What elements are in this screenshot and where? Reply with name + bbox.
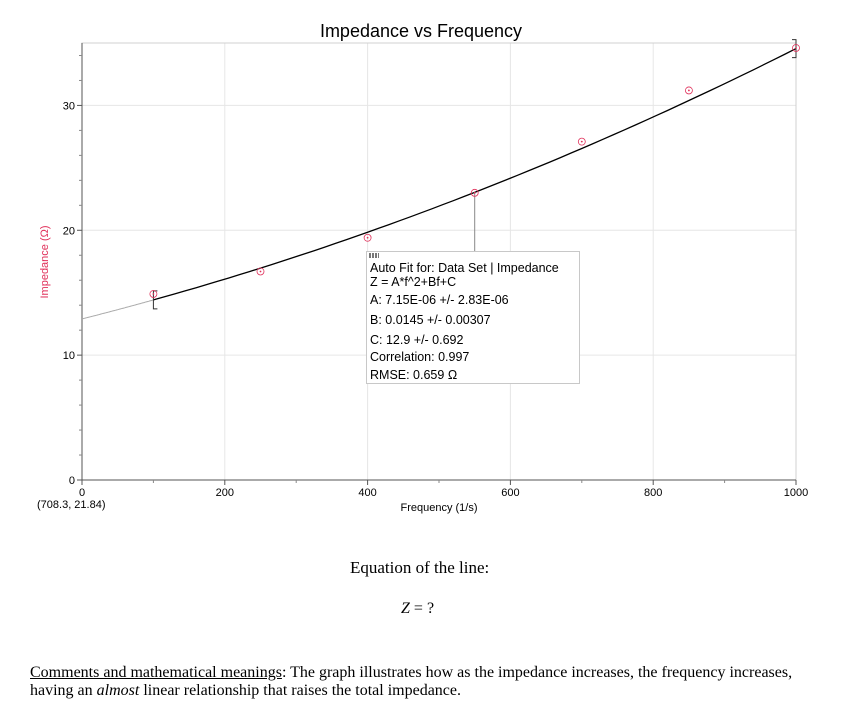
data-point[interactable] (149, 290, 158, 298)
data-point-center (473, 191, 476, 194)
data-point[interactable] (256, 267, 265, 276)
impedance-chart: 0 200 400 600 800 1000 0 10 20 30 Impedance vs Fr… (39, 21, 808, 514)
y-tick-label: 0 (69, 475, 75, 487)
fit-param-c: C: 12.9 +/- 0.692 (370, 333, 464, 347)
auto-fit-box[interactable]: Auto Fit for: Data Set | Impedance Z = A… (366, 251, 580, 384)
data-point-center (152, 293, 155, 295)
equation-lhs: Z (401, 600, 410, 617)
x-tick-label: 200 (216, 487, 234, 499)
x-tick-label: 800 (644, 487, 662, 499)
y-tick-label: 10 (63, 350, 75, 362)
drag-handle-icon[interactable] (369, 253, 379, 258)
comments-label: Comments and mathematical meanings (30, 664, 282, 681)
y-tick-label: 30 (63, 100, 75, 112)
cursor-coordinate-readout: (708.3, 21.84) (37, 499, 106, 511)
equation-body: Z = ? (401, 600, 434, 618)
fit-param-b: B: 0.0145 +/- 0.00307 (370, 313, 491, 327)
fit-heading: Auto Fit for: Data Set | Impedance (370, 261, 559, 275)
y-tick-label: 20 (63, 225, 75, 237)
fit-correlation: Correlation: 0.997 (370, 350, 470, 364)
comments-text-2: linear relationship that raises the tota… (139, 682, 461, 699)
x-tick-label: 0 (79, 487, 85, 499)
data-point-center (688, 89, 690, 92)
data-point[interactable] (577, 137, 586, 146)
data-point-center (366, 236, 369, 239)
x-tick-label: 400 (358, 487, 376, 499)
fit-equation: Z = A*f^2+Bf+C (370, 275, 457, 289)
equation-rhs: ? (426, 600, 435, 617)
equation-heading: Equation of the line: (350, 558, 490, 577)
comments-text-1: : The graph illustrates how as the imped… (30, 664, 793, 699)
x-tick-label: 1000 (784, 487, 808, 499)
data-point-center (795, 47, 797, 49)
comments-paragraph: Comments and mathematical meanings: The … (30, 664, 830, 700)
comments-emphasis: almost (96, 682, 140, 699)
data-point[interactable] (792, 44, 800, 52)
chart-title: Impedance vs Frequency (320, 21, 522, 41)
equation-operator: = (413, 600, 423, 617)
fit-param-a: A: 7.15E-06 +/- 2.83E-06 (370, 293, 509, 307)
x-tick-label: 600 (501, 487, 519, 499)
data-point-center (259, 270, 262, 273)
data-points (149, 44, 800, 298)
fit-extrapolation-line (81, 299, 154, 320)
data-point[interactable] (685, 86, 693, 95)
data-point[interactable] (363, 233, 372, 242)
data-point-center (580, 140, 583, 143)
x-axis-label: Frequency (1/s) (400, 502, 477, 514)
axis-ticks: 0 200 400 600 800 1000 0 10 20 30 (63, 54, 808, 499)
y-axis-label: Impedance (Ω) (39, 225, 51, 298)
data-point[interactable] (470, 188, 479, 197)
fit-rmse: RMSE: 0.659 Ω (370, 368, 458, 382)
